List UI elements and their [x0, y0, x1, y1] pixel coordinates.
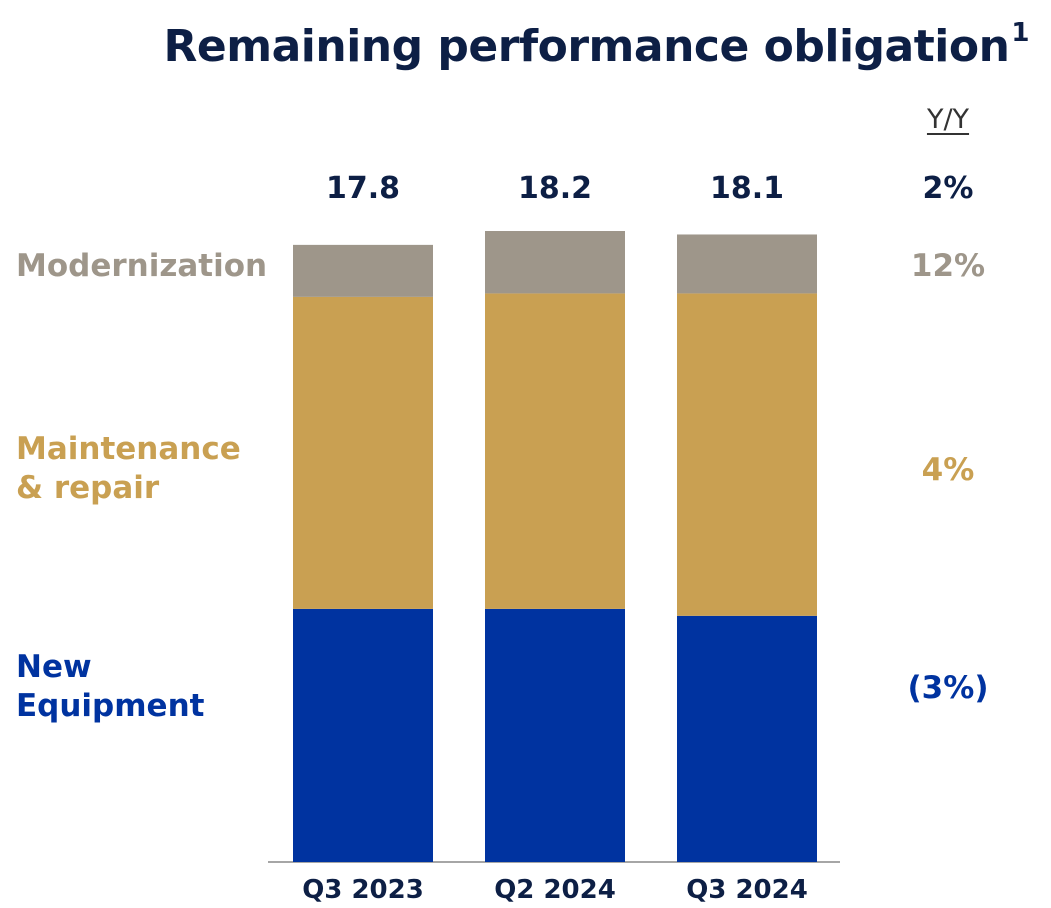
yoy-label: (3%)	[907, 670, 989, 706]
x-tick-label: Q3 2023	[302, 875, 424, 905]
bar-segment	[293, 296, 433, 609]
series-label: Maintenance & repair	[16, 431, 241, 506]
bar-segment	[485, 608, 625, 862]
bar-segment	[677, 293, 817, 616]
bar-segment	[293, 608, 433, 862]
yoy-header: Y/Y	[926, 104, 970, 135]
title-footnote: 1	[1011, 18, 1029, 48]
yoy-label: 4%	[921, 452, 975, 488]
chart-title: Remaining performance obligation	[163, 21, 1010, 72]
bar-segment	[485, 231, 625, 294]
x-tick-label: Q2 2024	[494, 875, 616, 905]
bar-segment	[677, 615, 817, 862]
yoy-label: 12%	[910, 248, 986, 284]
total-label: 18.2	[517, 171, 593, 206]
bar-segment	[293, 244, 433, 297]
series-label: Modernization	[16, 248, 268, 284]
series-label: New Equipment	[16, 649, 205, 724]
yoy-total: 2%	[922, 171, 974, 206]
bar-segment	[677, 234, 817, 294]
x-tick-label: Q3 2024	[686, 875, 808, 905]
total-label: 18.1	[709, 171, 785, 206]
total-label: 17.8	[325, 171, 401, 206]
title-wrap: Remaining performance obligation1	[163, 18, 1030, 72]
bar-segment	[485, 293, 625, 609]
